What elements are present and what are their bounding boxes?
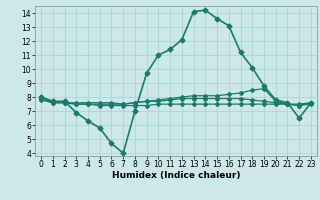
X-axis label: Humidex (Indice chaleur): Humidex (Indice chaleur): [112, 171, 240, 180]
